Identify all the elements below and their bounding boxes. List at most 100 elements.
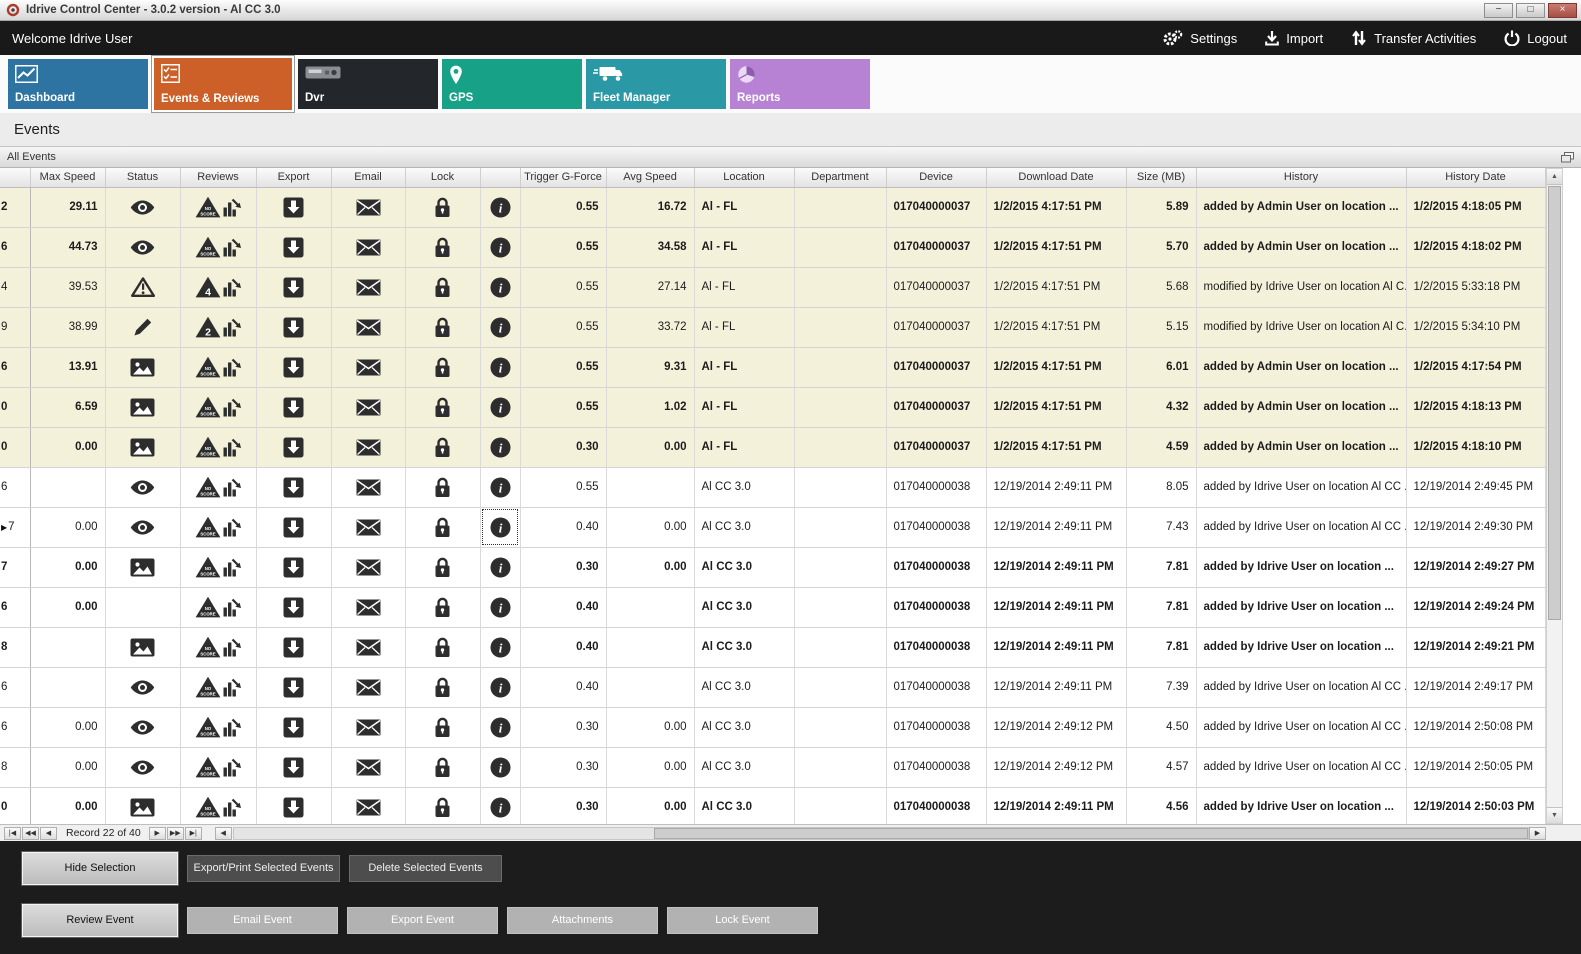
export-icon[interactable] — [283, 597, 304, 618]
info-cell[interactable]: i — [480, 267, 521, 308]
lock-icon[interactable] — [434, 477, 451, 498]
score-triangle-icon[interactable]: NO SCORE — [195, 756, 221, 778]
lock-icon[interactable] — [434, 637, 451, 658]
info-cell[interactable]: i — [480, 187, 521, 228]
email-cell[interactable] — [331, 307, 406, 348]
info-cell[interactable]: i — [480, 347, 521, 388]
scroll-right-button[interactable]: ▶ — [1529, 826, 1546, 840]
lock-icon[interactable] — [434, 357, 451, 378]
review-chart-icon[interactable] — [223, 318, 242, 337]
review-chart-icon[interactable] — [223, 518, 242, 537]
tab-dvr[interactable]: Dvr — [298, 59, 438, 109]
export-cell[interactable] — [256, 587, 332, 628]
tab-fleet-manager[interactable]: Fleet Manager — [586, 59, 726, 109]
column-header-size-mb[interactable]: Size (MB) — [1126, 168, 1197, 188]
event-row[interactable]: 0 6.59 NO SCORE i 0.55 1.02 Al - FL 017040000037… — [0, 387, 1546, 428]
event-row[interactable]: 6 NO SCORE i 0.40 Al CC 3.0 017040000038 12/19/… — [0, 667, 1546, 708]
export-icon[interactable] — [283, 197, 304, 218]
lock-icon[interactable] — [434, 717, 451, 738]
info-icon[interactable]: i — [490, 677, 511, 698]
event-row[interactable]: 6 44.73 NO SCORE i 0.55 34.58 Al - FL 0170400000… — [0, 227, 1546, 268]
info-icon[interactable]: i — [490, 637, 511, 658]
review-event-button[interactable]: Review Event — [21, 902, 179, 938]
export-cell[interactable] — [256, 187, 332, 228]
event-row[interactable]: 6 NO SCORE i 0.55 Al CC 3.0 017040000038 12/19/… — [0, 467, 1546, 508]
lock-icon[interactable] — [434, 277, 451, 298]
export-print-selected-events-button[interactable]: Export/Print Selected Events — [187, 854, 340, 882]
email-icon[interactable] — [356, 559, 381, 576]
lock-icon[interactable] — [434, 197, 451, 218]
info-icon[interactable]: i — [490, 197, 511, 218]
info-cell[interactable]: i — [480, 307, 521, 348]
lock-icon[interactable] — [434, 317, 451, 338]
export-cell[interactable] — [256, 307, 332, 348]
email-cell[interactable] — [331, 267, 406, 308]
lock-cell[interactable] — [405, 667, 481, 708]
lock-cell[interactable] — [405, 347, 481, 388]
email-icon[interactable] — [356, 239, 381, 256]
score-triangle-icon[interactable]: NO SCORE — [195, 556, 221, 578]
info-cell[interactable]: i — [480, 587, 521, 628]
event-row[interactable]: 6 13.91 NO SCORE i 0.55 9.31 Al - FL 01704000003… — [0, 347, 1546, 388]
column-header-department[interactable]: Department — [794, 168, 887, 188]
column-header-email[interactable]: Email — [331, 168, 406, 188]
info-cell[interactable]: i — [480, 707, 521, 748]
export-icon[interactable] — [283, 317, 304, 338]
info-cell[interactable]: i — [480, 227, 521, 268]
review-chart-icon[interactable] — [223, 718, 242, 737]
export-cell[interactable] — [256, 387, 332, 428]
email-icon[interactable] — [356, 359, 381, 376]
export-icon[interactable] — [283, 437, 304, 458]
lock-icon[interactable] — [434, 557, 451, 578]
email-icon[interactable] — [356, 399, 381, 416]
email-icon[interactable] — [356, 199, 381, 216]
lock-cell[interactable] — [405, 507, 481, 548]
column-header-history-date[interactable]: History Date — [1406, 168, 1546, 188]
scroll-down-button[interactable]: ▼ — [1547, 807, 1562, 823]
event-row[interactable]: 6 0.00 NO SCORE i 0.30 0.00 Al CC 3.0 0170400000… — [0, 707, 1546, 748]
email-cell[interactable] — [331, 787, 406, 824]
column-header-device[interactable]: Device — [886, 168, 987, 188]
lock-cell[interactable] — [405, 547, 481, 588]
score-triangle-icon[interactable]: NO SCORE — [195, 596, 221, 618]
score-triangle-icon[interactable]: NO SCORE — [195, 516, 221, 538]
attachments-button[interactable]: Attachments — [507, 906, 658, 934]
info-cell[interactable]: i — [480, 467, 521, 508]
lock-icon[interactable] — [434, 437, 451, 458]
pager-prev-page-button[interactable]: ◀◀ — [22, 826, 39, 840]
export-event-button[interactable]: Export Event — [347, 906, 498, 934]
info-icon[interactable]: i — [490, 437, 511, 458]
info-icon[interactable]: i — [490, 797, 511, 818]
lock-cell[interactable] — [405, 467, 481, 508]
info-icon[interactable]: i — [490, 397, 511, 418]
score-triangle-icon[interactable]: NO SCORE — [195, 636, 221, 658]
tab-events-reviews[interactable]: Events & Reviews — [151, 55, 295, 113]
info-icon[interactable]: i — [490, 517, 511, 538]
review-chart-icon[interactable] — [223, 638, 242, 657]
email-icon[interactable] — [356, 599, 381, 616]
lock-icon[interactable] — [434, 237, 451, 258]
score-triangle-icon[interactable]: NO SCORE — [195, 476, 221, 498]
info-icon[interactable]: i — [490, 357, 511, 378]
event-row[interactable]: ▶7 0.00 NO SCORE i 0.40 0.00 Al CC 3.0 017040000… — [0, 507, 1546, 548]
review-chart-icon[interactable] — [223, 478, 242, 497]
export-cell[interactable] — [256, 467, 332, 508]
info-cell[interactable]: i — [480, 667, 521, 708]
review-chart-icon[interactable] — [223, 358, 242, 377]
scroll-left-button[interactable]: ◀ — [214, 826, 232, 840]
column-header-avg-speed[interactable]: Avg Speed — [606, 168, 695, 188]
info-cell[interactable]: i — [480, 787, 521, 824]
import-button[interactable]: Import — [1265, 30, 1323, 46]
lock-cell[interactable] — [405, 787, 481, 824]
column-header-export[interactable]: Export — [256, 168, 332, 188]
event-row[interactable]: 6 0.00 NO SCORE i 0.40 Al CC 3.0 017040000038 12… — [0, 587, 1546, 628]
email-cell[interactable] — [331, 427, 406, 468]
pager-first-button[interactable]: |◀ — [4, 826, 21, 840]
email-event-button[interactable]: Email Event — [187, 906, 338, 934]
event-row[interactable]: 4 39.53 4 i 0.55 27.14 Al - FL 017040000037 1/2/… — [0, 267, 1546, 308]
email-cell[interactable] — [331, 587, 406, 628]
settings-button[interactable]: Settings — [1162, 29, 1237, 47]
event-row[interactable]: 2 29.11 NO SCORE i 0.55 16.72 Al - FL 0170400000… — [0, 187, 1546, 228]
export-cell[interactable] — [256, 547, 332, 588]
minimize-button[interactable]: − — [1484, 2, 1513, 18]
